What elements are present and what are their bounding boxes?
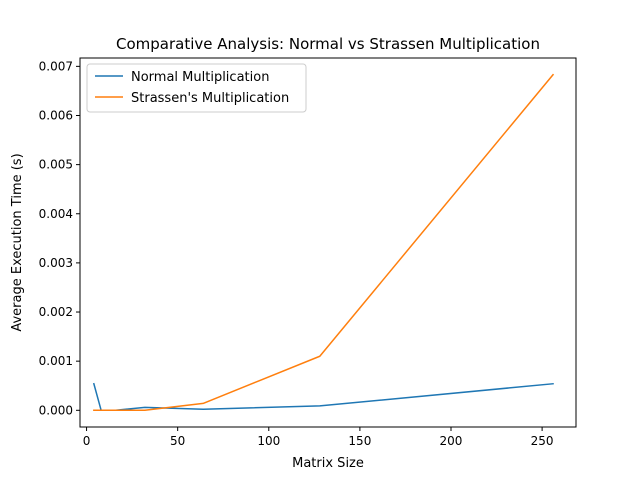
y-axis-ticks: 0.000 0.001 0.002 0.003 0.004 0.005 0.006 0.007 bbox=[39, 59, 80, 417]
y-tick-label: 0.003 bbox=[39, 256, 73, 270]
legend-box bbox=[86, 63, 307, 113]
y-tick-label: 0.004 bbox=[39, 207, 73, 221]
y-axis-label: Average Execution Time (s) bbox=[10, 153, 25, 331]
x-tick-label: 250 bbox=[531, 434, 554, 448]
x-tick-label: 150 bbox=[348, 434, 371, 448]
legend: Normal Multiplication Strassen's Multipli… bbox=[86, 63, 307, 113]
chart-title: Comparative Analysis: Normal vs Strassen… bbox=[116, 35, 540, 53]
y-tick-label: 0.001 bbox=[39, 354, 73, 368]
y-tick-label: 0.006 bbox=[39, 108, 73, 122]
series-line-strassen bbox=[93, 73, 555, 412]
y-tick-label: 0.007 bbox=[39, 59, 73, 73]
legend-label: Normal Multiplication bbox=[131, 70, 269, 85]
plot-frame bbox=[79, 57, 577, 428]
legend-label: Strassen's Multiplication bbox=[131, 91, 289, 106]
y-tick-label: 0.002 bbox=[39, 305, 73, 319]
x-tick-label: 0 bbox=[83, 434, 91, 448]
y-tick-label: 0.000 bbox=[39, 403, 73, 417]
x-axis-ticks: 0 50 100 150 200 250 bbox=[83, 427, 554, 448]
x-axis-label: Matrix Size bbox=[292, 456, 364, 471]
plot-lines bbox=[92, 73, 555, 412]
x-tick-label: 200 bbox=[440, 434, 463, 448]
y-tick-label: 0.005 bbox=[39, 158, 73, 172]
x-tick-label: 50 bbox=[170, 434, 185, 448]
x-tick-label: 100 bbox=[257, 434, 280, 448]
